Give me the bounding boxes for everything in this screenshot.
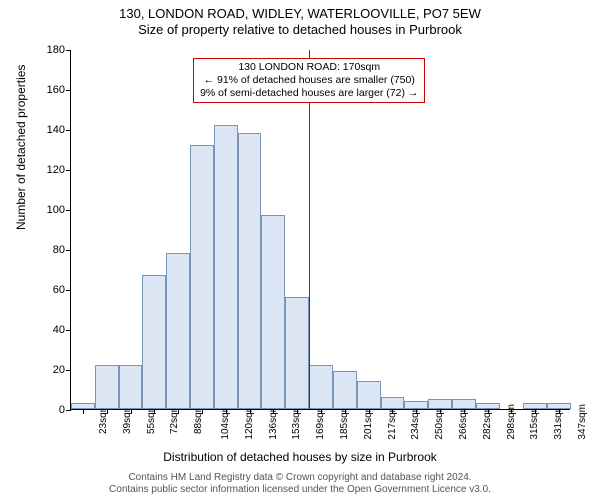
histogram-bar — [404, 401, 428, 409]
chart-area: 02040608010012014016018023sqm39sqm55sqm7… — [70, 50, 570, 410]
y-tick-mark — [66, 370, 71, 371]
x-tick-mark — [440, 409, 441, 414]
title-sub: Size of property relative to detached ho… — [0, 22, 600, 37]
histogram-bar — [428, 399, 452, 409]
y-tick-mark — [66, 330, 71, 331]
x-tick-mark — [416, 409, 417, 414]
y-tick-label: 60 — [31, 284, 65, 296]
x-tick-mark — [321, 409, 322, 414]
histogram-bar — [142, 275, 166, 409]
x-axis-label: Distribution of detached houses by size … — [0, 450, 600, 464]
histogram-bar — [214, 125, 238, 409]
y-tick-mark — [66, 290, 71, 291]
x-tick-label: 347sqm — [577, 404, 588, 440]
callout-line-1: 130 LONDON ROAD: 170sqm — [200, 61, 418, 74]
x-tick-mark — [131, 409, 132, 414]
callout-line-3: 9% of semi-detached houses are larger (7… — [200, 87, 418, 100]
histogram-bar — [452, 399, 476, 409]
attribution: Contains HM Land Registry data © Crown c… — [0, 472, 600, 496]
plot-region: 02040608010012014016018023sqm39sqm55sqm7… — [70, 50, 570, 410]
histogram-bar — [333, 371, 357, 409]
y-tick-mark — [66, 250, 71, 251]
y-tick-mark — [66, 130, 71, 131]
histogram-bar — [381, 397, 405, 409]
x-tick-mark — [464, 409, 465, 414]
y-tick-label: 20 — [31, 364, 65, 376]
x-tick-mark — [511, 409, 512, 414]
histogram-bar — [95, 365, 119, 409]
x-tick-mark — [392, 409, 393, 414]
y-tick-label: 80 — [31, 244, 65, 256]
histogram-bar — [357, 381, 381, 409]
attribution-line-2: Contains public sector information licen… — [0, 484, 600, 496]
histogram-bar — [238, 133, 262, 409]
x-tick-mark — [202, 409, 203, 414]
histogram-bar — [285, 297, 309, 409]
y-tick-label: 120 — [31, 164, 65, 176]
x-tick-mark — [559, 409, 560, 414]
x-tick-mark — [369, 409, 370, 414]
y-tick-label: 40 — [31, 324, 65, 336]
x-tick-mark — [345, 409, 346, 414]
histogram-bar — [119, 365, 143, 409]
histogram-bar — [309, 365, 333, 409]
x-tick-mark — [226, 409, 227, 414]
y-tick-label: 180 — [31, 44, 65, 56]
x-tick-mark — [535, 409, 536, 414]
callout-line-2: ← 91% of detached houses are smaller (75… — [200, 74, 418, 87]
chart-titles: 130, LONDON ROAD, WIDLEY, WATERLOOVILLE,… — [0, 0, 600, 37]
reference-line — [309, 50, 310, 409]
x-tick-mark — [83, 409, 84, 414]
y-tick-mark — [66, 210, 71, 211]
y-tick-mark — [66, 170, 71, 171]
y-tick-mark — [66, 90, 71, 91]
x-tick-mark — [488, 409, 489, 414]
y-tick-mark — [66, 50, 71, 51]
x-tick-mark — [250, 409, 251, 414]
y-tick-label: 0 — [31, 404, 65, 416]
y-tick-label: 100 — [31, 204, 65, 216]
y-tick-mark — [66, 410, 71, 411]
y-tick-label: 140 — [31, 124, 65, 136]
x-tick-mark — [107, 409, 108, 414]
histogram-bar — [261, 215, 285, 409]
y-axis-label: Number of detached properties — [14, 65, 28, 230]
x-tick-mark — [273, 409, 274, 414]
reference-callout: 130 LONDON ROAD: 170sqm← 91% of detached… — [193, 58, 425, 103]
y-tick-label: 160 — [31, 84, 65, 96]
attribution-line-1: Contains HM Land Registry data © Crown c… — [0, 472, 600, 484]
x-tick-mark — [178, 409, 179, 414]
histogram-bar — [190, 145, 214, 409]
title-main: 130, LONDON ROAD, WIDLEY, WATERLOOVILLE,… — [0, 6, 600, 21]
x-tick-mark — [154, 409, 155, 414]
histogram-bar — [166, 253, 190, 409]
x-tick-mark — [297, 409, 298, 414]
